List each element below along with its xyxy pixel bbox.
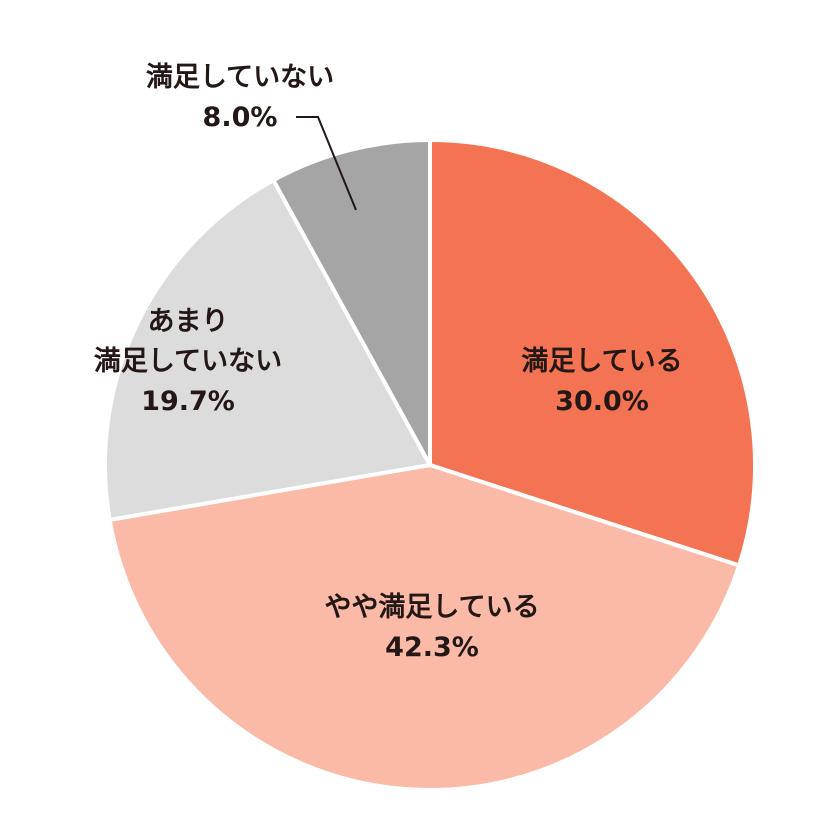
value-label: 19.7% — [141, 386, 235, 417]
pie-slice — [271, 138, 432, 467]
category-label: 満足していない — [145, 62, 335, 93]
pie-slice — [107, 463, 742, 792]
category-label: 満足している — [521, 346, 683, 377]
pie-slice — [103, 178, 432, 522]
slice-label: 満足している 30.0% — [521, 342, 682, 422]
pie-slice — [428, 138, 757, 568]
leader-line — [296, 116, 357, 211]
value-label: 42.3% — [385, 632, 479, 663]
category-label: やや満足している — [324, 592, 540, 623]
slice-label: 満足していない 8.0% — [146, 58, 334, 138]
value-label: 30.0% — [555, 386, 649, 417]
category-label: あまり 満足していない — [93, 306, 283, 377]
value-label: 8.0% — [202, 102, 278, 133]
slice-label: やや満足している 42.3% — [324, 588, 539, 668]
slice-label: あまり 満足していない 19.7% — [94, 302, 282, 422]
